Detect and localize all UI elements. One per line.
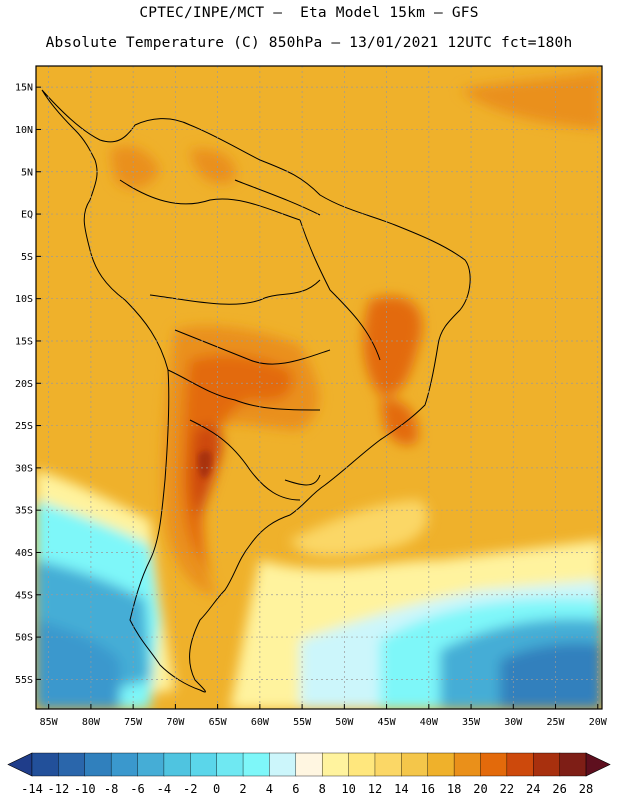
- lon-tick-label: 60W: [251, 717, 270, 728]
- colorbar-swatch: [533, 752, 561, 777]
- temperature-field: [36, 66, 602, 709]
- colorbar-label: 28: [579, 782, 593, 796]
- colorbar-swatch: [137, 752, 165, 777]
- colorbar-label: 20: [473, 782, 487, 796]
- colorbar-swatch: [269, 752, 297, 777]
- lat-tick-label: 15N: [15, 83, 33, 94]
- colorbar-label: 14: [394, 782, 408, 796]
- colorbar-label: -6: [130, 782, 144, 796]
- lat-tick-label: 5S: [21, 252, 33, 263]
- lon-tick-label: 40W: [420, 717, 439, 728]
- colorbar-swatch: [190, 752, 218, 777]
- warm-continent-region: [110, 70, 602, 595]
- colorbar-swatch: [295, 752, 323, 777]
- colorbar-label: 12: [368, 782, 382, 796]
- lon-tick-label: 65W: [209, 717, 228, 728]
- lon-tick-label: 55W: [293, 717, 312, 728]
- cool-southeast-region: [230, 540, 602, 709]
- colorbar-label: 24: [526, 782, 540, 796]
- colorbar-swatch: [348, 752, 376, 777]
- colorbar-label: 8: [319, 782, 326, 796]
- lat-tick-label: 50S: [15, 633, 33, 644]
- colorbar-label: -4: [157, 782, 171, 796]
- colorbar-label: 6: [292, 782, 299, 796]
- colorbar-label: 26: [552, 782, 566, 796]
- colorbar-label: 10: [341, 782, 355, 796]
- lon-tick-label: 20W: [589, 717, 608, 728]
- colorbar-label: -10: [74, 782, 96, 796]
- lat-tick-label: 55S: [15, 675, 33, 686]
- colorbar-swatch: [31, 752, 59, 777]
- lat-tick-label: 5N: [21, 167, 33, 178]
- colorbar-label: 16: [420, 782, 434, 796]
- lon-tick-label: 75W: [124, 717, 143, 728]
- lat-tick-label: 25S: [15, 421, 33, 432]
- colorbar-label: 2: [239, 782, 246, 796]
- colorbar-swatch: [110, 752, 139, 777]
- colorbar-label: -12: [48, 782, 70, 796]
- colorbar-high-arrow: [585, 752, 611, 777]
- colorbar-swatch: [321, 752, 350, 777]
- map-title-line2: Absolute Temperature (C) 850hPa – 13/01/…: [45, 35, 573, 51]
- colorbar-swatch: [401, 752, 429, 777]
- colorbar-swatch: [163, 752, 191, 777]
- colorbar-swatch: [506, 752, 534, 777]
- lon-tick-label: 45W: [378, 717, 397, 728]
- lon-tick-label: 50W: [335, 717, 354, 728]
- lon-tick-label: 85W: [40, 717, 59, 728]
- colorbar-swatch: [480, 752, 508, 777]
- colorbar-swatch: [453, 752, 482, 777]
- lat-tick-label: 45S: [15, 590, 33, 601]
- lon-tick-label: 35W: [462, 717, 481, 728]
- colorbar-swatch: [559, 752, 587, 777]
- colorbar-label: 0: [213, 782, 220, 796]
- plot-frame: [35, 65, 603, 710]
- colorbar-label: -14: [21, 782, 43, 796]
- lat-tick-label: 35S: [15, 506, 33, 517]
- colorbar-swatch: [216, 752, 244, 777]
- colorbar-label: 22: [500, 782, 514, 796]
- mild-atlantic-band: [290, 500, 428, 557]
- lat-tick-label: 40S: [15, 548, 33, 559]
- map-title-line1: CPTEC/INPE/MCT – Eta Model 15km – GFS: [139, 5, 479, 21]
- colorbar-swatch: [58, 752, 86, 777]
- colorbar-swatch: [242, 752, 271, 777]
- lat-tick-label: 20S: [15, 379, 33, 390]
- lat-tick-label: 10S: [15, 294, 33, 305]
- colorbar-swatch: [374, 752, 402, 777]
- colorbar-label: -2: [183, 782, 197, 796]
- graticule: [36, 66, 602, 709]
- lon-tick-label: 30W: [504, 717, 523, 728]
- colorbar-swatch: [84, 752, 112, 777]
- axis-ticks: 15N 10N 5N EQ 5S 10S 15S 20S 25S 30S 35S 40S 45S 50S 5…: [15, 83, 608, 728]
- colorbar-label: 4: [266, 782, 273, 796]
- colorbar-low-arrow: [7, 752, 33, 777]
- lat-tick-label: 30S: [15, 463, 33, 474]
- colorbar-label: 18: [447, 782, 461, 796]
- colorbar-label: -8: [104, 782, 118, 796]
- coastline-outline: [41, 89, 471, 693]
- lat-tick-label: 15S: [15, 336, 33, 347]
- lon-tick-label: 25W: [547, 717, 566, 728]
- lon-tick-label: 70W: [166, 717, 185, 728]
- hot-andes-core: [198, 450, 212, 479]
- lon-tick-label: 80W: [82, 717, 101, 728]
- colorbar-swatch: [427, 752, 455, 777]
- lat-tick-label: 10N: [15, 125, 33, 136]
- color-scale-bar: -14 -12 -10 -8 -6 -4 -2 0 2 4 6 8 10 12 14 16 18 20 22 24 26…: [7, 752, 611, 796]
- lat-tick-label: EQ: [21, 210, 33, 221]
- temperature-map: 15N 10N 5N EQ 5S 10S 15S 20S 25S 30S 35S 40S 45S 50S 5…: [15, 65, 608, 728]
